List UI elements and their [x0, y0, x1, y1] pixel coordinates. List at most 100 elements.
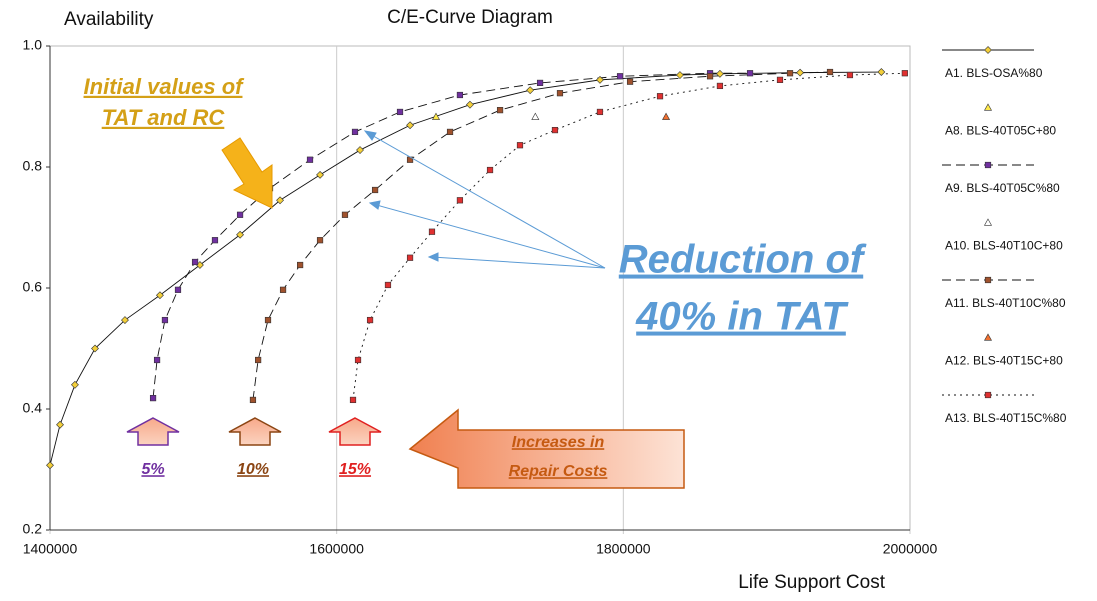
- x-axis-title: Life Support Cost: [738, 572, 886, 593]
- annotation: Initial values of: [84, 74, 246, 99]
- annotation: 15%: [339, 461, 371, 478]
- marker: [616, 73, 624, 80]
- marker: [371, 186, 379, 194]
- marker: [486, 166, 494, 174]
- x-tick-label: 1800000: [596, 541, 651, 557]
- marker: [456, 91, 464, 99]
- marker: [356, 146, 364, 154]
- annotation: Increases in: [512, 434, 605, 451]
- initial-arrow: [221, 137, 273, 209]
- y-tick-label: 1.0: [23, 37, 43, 53]
- marker: [706, 73, 714, 80]
- up-arrow-15: [328, 417, 382, 446]
- marker: [428, 228, 436, 235]
- marker: [984, 276, 992, 284]
- marker: [211, 237, 219, 244]
- up-arrow-10: [228, 417, 282, 446]
- legend-label: A8. BLS-40T05C+80: [945, 124, 1056, 138]
- marker: [91, 344, 99, 353]
- marker: [662, 112, 671, 120]
- marker: [161, 316, 169, 324]
- marker: [596, 108, 604, 116]
- marker: [676, 71, 684, 79]
- marker: [46, 461, 54, 470]
- marker: [153, 356, 161, 364]
- y-tick-label: 0.2: [23, 521, 43, 537]
- marker: [984, 46, 992, 54]
- marker: [316, 237, 324, 244]
- marker: [556, 90, 564, 97]
- series-line: [352, 72, 905, 400]
- marker: [596, 75, 604, 84]
- marker: [71, 380, 79, 389]
- marker: [536, 79, 544, 87]
- marker: [746, 70, 754, 77]
- marker: [396, 108, 404, 116]
- marker: [901, 70, 908, 77]
- legend-label: A11. BLS-40T10C%80: [945, 296, 1066, 310]
- marker: [796, 68, 804, 77]
- x-tick-label: 1600000: [309, 541, 364, 557]
- marker: [56, 420, 64, 429]
- annotation: 10%: [237, 461, 269, 478]
- marker: [531, 112, 540, 120]
- reduction-arrows: [363, 130, 606, 269]
- marker: [306, 156, 314, 163]
- annotation: 40% in TAT: [635, 295, 849, 339]
- marker: [983, 103, 993, 111]
- legend-label: A13. BLS-40T15C%80: [945, 411, 1067, 425]
- marker: [716, 82, 724, 90]
- marker: [406, 121, 414, 130]
- marker: [316, 170, 324, 179]
- y-axis-title: Availability: [64, 9, 154, 30]
- marker: [354, 356, 362, 364]
- marker: [877, 68, 886, 76]
- marker: [496, 107, 504, 114]
- marker: [174, 286, 182, 293]
- marker: [716, 69, 724, 78]
- y-tick-label: 0.4: [23, 400, 43, 416]
- marker: [516, 142, 524, 149]
- marker: [156, 291, 164, 300]
- marker: [351, 128, 359, 136]
- marker: [846, 71, 854, 79]
- marker: [984, 161, 992, 169]
- annotation: 5%: [141, 461, 164, 478]
- marker: [406, 254, 414, 261]
- marker: [626, 78, 634, 85]
- marker: [276, 196, 284, 205]
- marker: [983, 218, 993, 226]
- marker: [983, 333, 993, 341]
- marker: [466, 100, 474, 109]
- marker: [264, 316, 272, 324]
- legend-label: A9. BLS-40T05C%80: [945, 181, 1060, 195]
- marker: [551, 126, 559, 134]
- marker: [984, 391, 992, 399]
- marker: [349, 396, 357, 404]
- legend-label: A10. BLS-40T10C+80: [945, 239, 1063, 253]
- marker: [826, 68, 834, 76]
- marker: [431, 112, 441, 120]
- marker: [191, 258, 199, 266]
- annotation: Repair Costs: [509, 463, 608, 480]
- marker: [456, 197, 464, 204]
- cost-arrow: [408, 408, 685, 489]
- marker: [366, 316, 374, 324]
- up-arrow-5: [126, 417, 180, 446]
- marker: [446, 128, 454, 136]
- marker: [384, 281, 392, 289]
- marker: [656, 93, 664, 100]
- marker: [255, 356, 262, 364]
- y-tick-label: 0.6: [23, 279, 43, 295]
- marker: [297, 261, 304, 269]
- annotation: Reduction of: [619, 238, 867, 282]
- marker: [526, 86, 535, 95]
- marker: [279, 286, 287, 293]
- legend-label: A12. BLS-40T15C+80: [945, 354, 1063, 368]
- chart-title: C/E-Curve Diagram: [387, 7, 553, 28]
- marker: [236, 211, 244, 218]
- series-line: [152, 72, 751, 399]
- series-line: [252, 71, 831, 400]
- annotation: TAT and RC: [102, 105, 226, 130]
